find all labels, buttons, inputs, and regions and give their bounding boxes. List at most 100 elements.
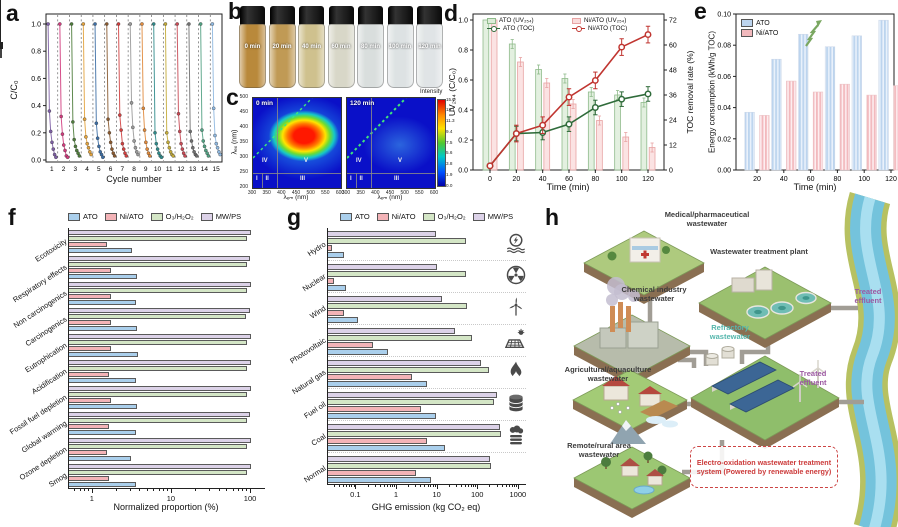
hbar-Ni/ATO <box>69 423 109 429</box>
x-minor-tick <box>515 484 517 487</box>
x-minor-tick <box>392 484 394 487</box>
x-minor-tick <box>218 488 220 491</box>
a-cycle-line <box>188 23 198 157</box>
c-xtick-label: 450 <box>385 190 395 196</box>
d-ytick-left-label: 0.8 <box>458 48 468 55</box>
sample-vial: 100 min <box>386 6 414 90</box>
d-xtick-label: 0 <box>488 176 492 183</box>
x-minor-tick <box>496 484 498 487</box>
e-bar <box>812 91 824 171</box>
vial-cap <box>387 6 413 25</box>
a-xtick-label: 9 <box>144 166 148 173</box>
e-bar <box>866 94 877 171</box>
legend-label: O₃/H₂O₂ <box>437 212 466 221</box>
x-minor-tick <box>153 488 155 491</box>
tree-trunk <box>605 464 607 469</box>
a-data-point <box>107 131 112 135</box>
x-minor-tick <box>232 488 234 491</box>
colorbar-tick <box>0 53 2 54</box>
d-bar <box>640 102 648 171</box>
a-data-point <box>76 151 80 155</box>
eem-plot-120min: I II III IV V 120 min <box>346 97 436 189</box>
a-cycle-line <box>71 23 80 157</box>
d-ytick-left-label: 0.4 <box>458 108 468 115</box>
d-toc-point <box>565 120 573 128</box>
d-toc-point <box>512 130 520 137</box>
a-data-point <box>167 145 172 150</box>
a-data-point <box>201 139 206 143</box>
c-xtick-label: 450 <box>291 190 301 196</box>
c-xtick <box>0 24 1 27</box>
panel-e-letter: e <box>694 0 707 24</box>
panel-b-letter: b <box>228 0 243 24</box>
facility-wall <box>730 380 778 410</box>
x-tick-label: 10 <box>166 494 176 503</box>
a-cycle-line <box>141 23 151 157</box>
oil-barrel-icon <box>505 392 529 416</box>
c-xtick <box>0 21 1 24</box>
electro-oxidation-system-text: Electro-oxidation wastewater treatment s… <box>696 458 832 476</box>
clarifier-center <box>802 296 810 300</box>
refractory-wastewater-label: Refractory wastewater <box>709 323 751 341</box>
a-data-point <box>147 154 152 158</box>
a-data-point <box>204 148 208 153</box>
hbar-ATO <box>328 412 436 419</box>
a-data-point <box>110 147 114 151</box>
a-data-point <box>158 154 162 158</box>
c-xtick-label: 550 <box>321 190 330 196</box>
x-minor-tick <box>226 488 228 491</box>
e-xtick-label: 100 <box>858 176 870 183</box>
a-data-point <box>52 152 57 157</box>
facility-wall <box>712 362 760 392</box>
category-row <box>328 228 526 260</box>
x-minor-tick <box>475 484 477 487</box>
d-y-axis-label-right: TOC removal rate (%) <box>685 50 695 134</box>
a-ytick-label: 0.6 <box>31 76 41 83</box>
c-ytick <box>0 47 3 48</box>
a-xtick-label: 4 <box>85 166 89 173</box>
solar-roof-building <box>729 379 795 413</box>
house <box>621 465 639 477</box>
colorbar-tick <box>0 54 2 55</box>
hbar-Ni/ATO <box>328 244 332 251</box>
sample-vial: 0 min <box>239 6 266 90</box>
a-data-point <box>99 152 104 157</box>
a-xtick-label: 12 <box>177 166 185 173</box>
a-cycle-line <box>59 23 68 158</box>
d-ytick-left-label: 1.0 <box>458 18 468 25</box>
a-data-point <box>82 117 87 121</box>
panel-g-letter: g <box>287 204 302 230</box>
hbar-ATO <box>69 273 137 279</box>
e-bar <box>824 46 836 171</box>
legend-label: O₃/H₂O₂ <box>165 212 194 221</box>
region-label: II <box>265 176 269 182</box>
region-label: II <box>359 176 363 182</box>
legend-item: MW/PS <box>200 212 241 221</box>
a-data-point <box>106 117 110 121</box>
hbar-Ni/ATO <box>69 345 112 351</box>
a-data-point <box>202 144 207 149</box>
hbar-ATO <box>328 476 432 483</box>
c-ytick <box>0 44 3 45</box>
x-minor-tick <box>508 484 510 487</box>
niato-toc-line-symbol <box>572 25 585 32</box>
d-bar <box>622 136 630 171</box>
a-data-point <box>60 132 65 136</box>
x-major-tick <box>91 488 93 493</box>
hbar-ATO <box>328 380 427 387</box>
a-data-point <box>151 22 156 26</box>
region-label: III <box>394 176 400 182</box>
hbar-MW/PS <box>69 411 251 417</box>
region-divider-v1 <box>276 98 278 188</box>
x-tick-label: 100 <box>470 490 484 499</box>
a-data-point <box>47 109 52 113</box>
trend-up-arrow-icon <box>805 24 819 47</box>
a-data-point <box>132 139 136 143</box>
hbar-ATO <box>69 299 136 305</box>
colorbar-tick-label: 1.9 <box>446 171 453 177</box>
hbar-MW/PS <box>328 263 437 270</box>
a-data-point <box>187 22 191 26</box>
hbar-Ni/ATO <box>328 437 428 444</box>
a-ytick-label: 0.8 <box>31 49 41 56</box>
mwps-swatch <box>472 212 485 221</box>
